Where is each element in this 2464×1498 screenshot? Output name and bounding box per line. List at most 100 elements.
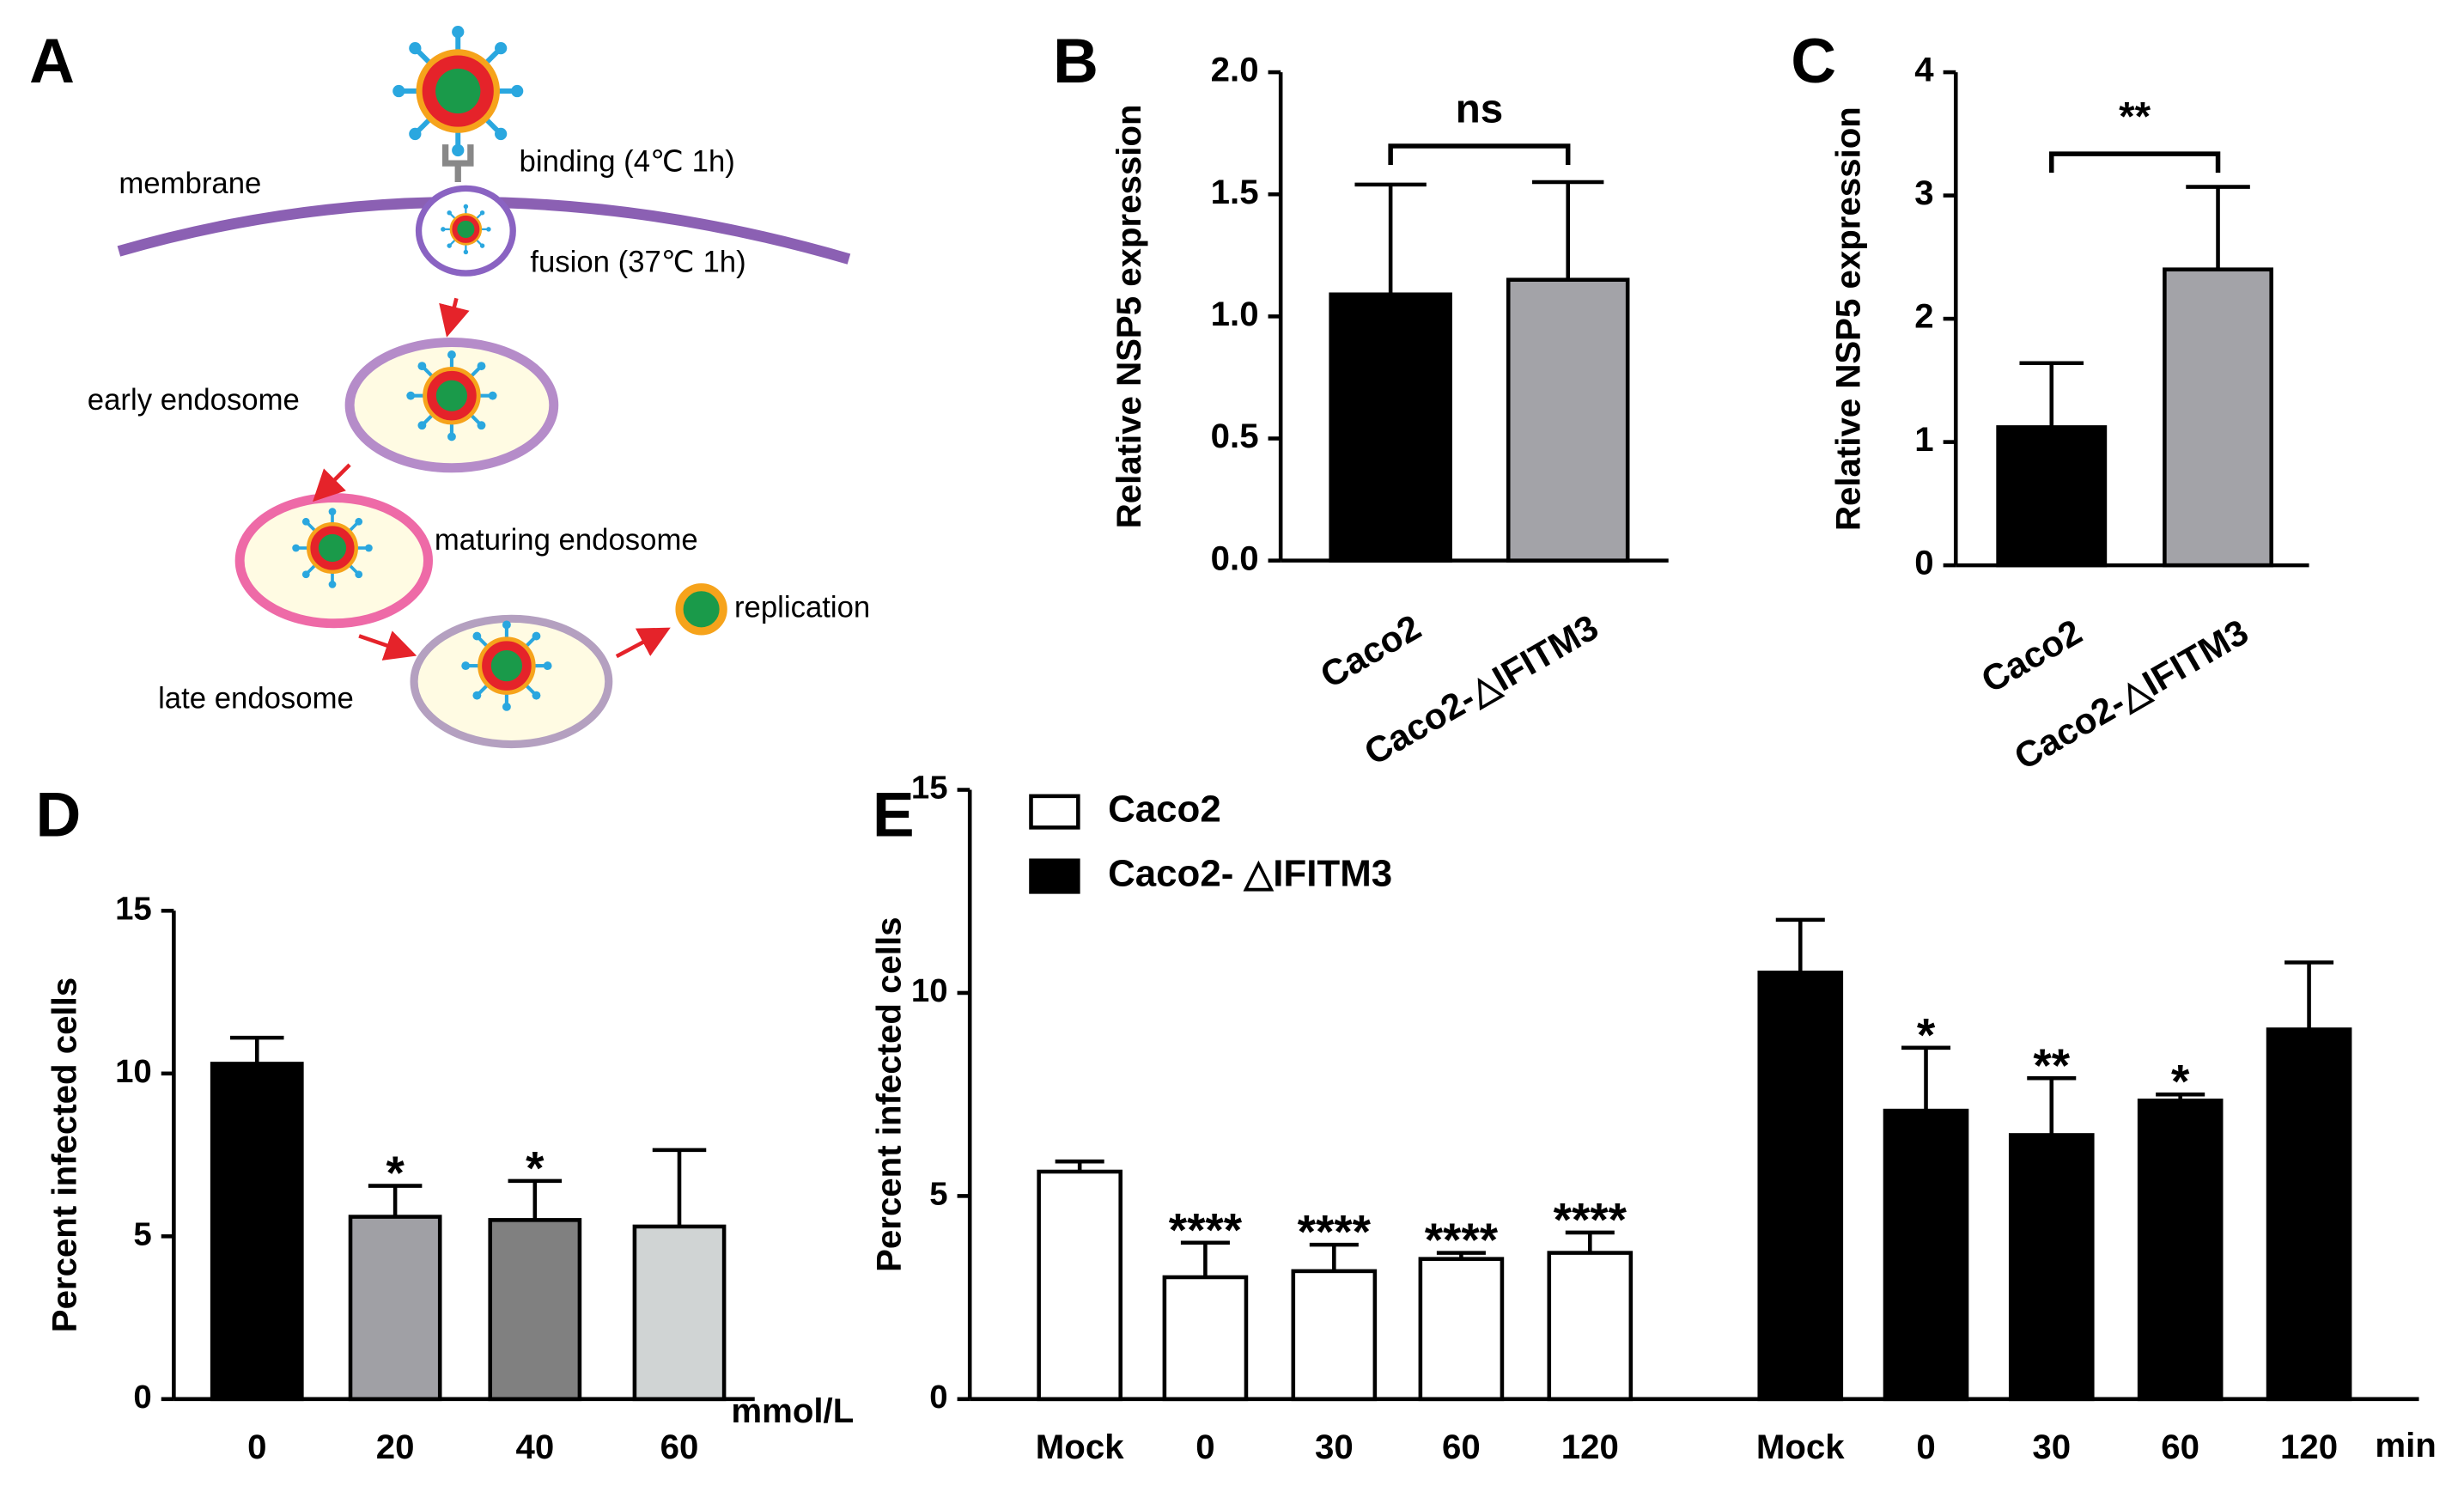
panel-letter: D [35,781,81,850]
x-tick-label: 0 [1916,1428,1935,1466]
label: fusion (37℃ 1h) [530,246,745,278]
panel-letter: A [29,27,75,96]
bar [632,1224,727,1402]
bar [1547,1251,1634,1402]
error-bar [368,1184,423,1217]
y-tick-label: 0 [133,1379,151,1416]
bar [2163,267,2273,568]
x-tick-label: Mock [1756,1428,1845,1466]
legend-swatch [1029,858,1080,894]
error-bar [1901,1045,1951,1111]
bracket [1388,143,1571,165]
significance: **** [1298,1205,1372,1258]
replicated-virus [675,583,727,636]
significance: * [2171,1055,2190,1108]
y-axis-label: Relative NSP5 expression [1110,104,1148,528]
bar [1162,1275,1249,1402]
x-tick-label: 0 [247,1428,266,1466]
bar [1291,1269,1378,1402]
y-tick-label: 1.0 [1211,295,1259,333]
y-tick-label: 0.0 [1211,539,1259,577]
x-tick-label: 30 [1315,1428,1354,1466]
y-tick-label: 1.5 [1211,173,1259,211]
bar [488,1218,582,1402]
error-bar [1436,1251,1486,1259]
bar [1757,971,1844,1402]
x-tick-label: 60 [2161,1428,2199,1466]
error-bar [1354,182,1427,295]
y-tick-label: 0 [929,1379,947,1416]
bar [1883,1108,1969,1402]
x-tick-label: Caco2 [1974,612,2089,701]
label: late endosome [158,683,354,716]
label: maturing endosome [435,524,698,557]
y-tick-label: 1 [1914,420,1933,459]
legend-label: Caco2- △IFITM3 [1108,853,1392,895]
error-bar [2027,1075,2077,1136]
legend-swatch [1029,794,1080,830]
panel-letter: B [1053,27,1098,96]
x-tick-label: Caco2 [1313,606,1427,696]
bar [2008,1133,2095,1402]
y-tick-label: 0.5 [1211,417,1259,455]
label: membrane [119,167,261,200]
significance: ** [2033,1038,2070,1092]
label: early endosome [88,384,300,417]
diagram: A membrane binding (4℃ 1h) fusion (37℃ 1… [29,26,870,749]
x-unit: min [2375,1426,2436,1465]
y-tick-label: 4 [1914,51,1934,89]
significance: * [1917,1008,1936,1061]
error-bar [508,1178,563,1221]
x-tick-label: 60 [660,1428,699,1466]
error-bar [1565,1230,1615,1253]
x-tick-label: 30 [2032,1428,2071,1466]
y-tick-label: 3 [1914,174,1933,212]
bar [1506,277,1630,563]
virus [292,508,373,588]
y-tick-label: 5 [133,1215,151,1252]
error-bar [1775,917,1825,973]
x-tick-label: 20 [376,1428,415,1466]
error-bar [1309,1242,1359,1271]
bar [1418,1257,1505,1402]
y-tick-label: 0 [1914,544,1933,582]
y-tick-label: 15 [115,890,152,927]
y-axis-label: Percent infected cells [46,977,84,1332]
error-bar [652,1148,707,1227]
x-tick-label: 0 [1195,1428,1214,1466]
y-tick-label: 2 [1914,297,1933,336]
y-tick-label: 2.0 [1211,51,1259,89]
error-bar [2186,185,2250,270]
error-bar [2019,361,2084,428]
y-tick-label: 15 [911,770,948,807]
significance: **** [1554,1192,1627,1245]
y-axis-label: Relative NSP5 expression [1828,107,1867,531]
error-bar [2156,1092,2205,1101]
label: replication [734,591,870,624]
legend-label: Caco2 [1108,789,1221,831]
error-bar [2285,960,2334,1030]
x-tick-label: 120 [2280,1428,2338,1466]
significance: **** [1169,1203,1243,1256]
significance: **** [1425,1213,1499,1266]
x-unit: mmol/L [731,1391,854,1430]
bar [1329,292,1452,563]
x-tick-label: 40 [515,1428,554,1466]
bar [348,1215,442,1402]
y-axis-label: Percent infected cells [869,916,908,1271]
comparison-label: ns [1456,86,1503,131]
x-tick-label: 60 [1442,1428,1481,1466]
y-tick-label: 10 [115,1053,152,1090]
error-bar [229,1035,284,1064]
error-bar [1055,1159,1104,1172]
bracket [2049,151,2221,174]
label: binding (4℃ 1h) [520,145,735,178]
arrows [313,297,671,661]
virus [392,26,523,156]
x-tick-label: 120 [1561,1428,1619,1466]
virus [461,620,551,710]
bar [1037,1169,1122,1402]
virus [406,350,496,441]
bar [2266,1027,2352,1402]
bar [2137,1098,2224,1402]
